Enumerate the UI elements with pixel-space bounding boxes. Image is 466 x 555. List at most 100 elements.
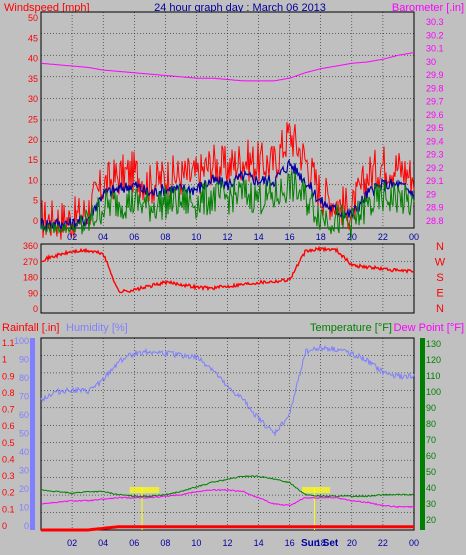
humidity-panel-series bbox=[40, 344, 415, 532]
axis-tick-label: 0.7 bbox=[2, 405, 15, 415]
sunset-label: Sun Set bbox=[301, 538, 339, 549]
axis-tick-label: 29.7 bbox=[426, 97, 444, 107]
wind-panel-grid bbox=[41, 12, 415, 228]
rainfall-axis-title: Rainfall [.in] bbox=[2, 322, 59, 334]
axis-tick-label: 60 bbox=[426, 451, 436, 461]
dewpoint-axis-title: Dew Point [°F] bbox=[394, 322, 464, 334]
axis-tick-label: 80 bbox=[19, 373, 29, 383]
axis-tick-label: 40 bbox=[19, 447, 29, 457]
hour-tick-label: 08 bbox=[160, 232, 170, 242]
axis-tick-label: 30 bbox=[19, 466, 29, 476]
wind-panel-hour-labels: 02 04 06 08 10 12 14 16 18 20 22 00 bbox=[67, 232, 419, 242]
axis-tick-label: 29.2 bbox=[426, 163, 444, 173]
direction-tick-labels: 360 270 180 90 0 bbox=[23, 241, 38, 314]
hour-tick-label: 08 bbox=[160, 538, 170, 548]
axis-tick-label: 0 bbox=[33, 216, 38, 226]
hour-tick-label: 16 bbox=[285, 232, 295, 242]
compass-label: W bbox=[435, 257, 446, 269]
axis-tick-label: 20 bbox=[426, 515, 436, 525]
sunrise-band bbox=[129, 486, 160, 493]
hour-tick-label: 22 bbox=[378, 538, 388, 548]
axis-tick-label: 15 bbox=[28, 155, 38, 165]
axis-tick-label: 130 bbox=[426, 339, 441, 349]
axis-tick-label: 20 bbox=[19, 484, 29, 494]
axis-tick-label: 0 bbox=[2, 521, 7, 531]
axis-tick-label: 29.6 bbox=[426, 110, 444, 120]
hour-tick-label: 18 bbox=[316, 232, 326, 242]
hour-tick-label: 20 bbox=[347, 538, 357, 548]
axis-tick-label: 10 bbox=[28, 175, 38, 185]
compass-label: N bbox=[436, 241, 444, 253]
axis-tick-label: 30 bbox=[426, 499, 436, 509]
axis-tick-label: 29.3 bbox=[426, 150, 444, 160]
axis-tick-label: 50 bbox=[426, 467, 436, 477]
axis-tick-label: 25 bbox=[28, 115, 38, 125]
humidity-panel-hour-labels: 02 04 06 08 10 12 14 16 18 20 22 00 bbox=[67, 538, 419, 548]
axis-tick-label: 29.4 bbox=[426, 136, 444, 146]
hour-tick-label: 14 bbox=[254, 232, 264, 242]
axis-tick-label: 0 bbox=[24, 521, 29, 531]
hour-tick-label: 10 bbox=[191, 232, 201, 242]
axis-tick-label: 0.5 bbox=[2, 438, 15, 448]
axis-tick-label: 70 bbox=[19, 392, 29, 402]
axis-tick-label: 0.3 bbox=[2, 471, 15, 481]
humidity-panel-grid bbox=[41, 338, 415, 530]
compass-label: N bbox=[436, 303, 444, 315]
hour-tick-label: 10 bbox=[191, 538, 201, 548]
series-rainfall bbox=[41, 525, 414, 532]
hour-tick-label: 06 bbox=[129, 232, 139, 242]
axis-tick-label: 110 bbox=[426, 371, 440, 381]
hour-tick-label: 04 bbox=[98, 538, 108, 548]
axis-tick-label: 10 bbox=[19, 503, 29, 513]
hour-tick-label: 00 bbox=[409, 232, 419, 242]
axis-tick-label: 100 bbox=[14, 336, 29, 346]
hour-tick-label: 16 bbox=[285, 538, 295, 548]
hour-tick-label: 06 bbox=[129, 538, 139, 548]
barometer-axis-title: Barometer [.in] bbox=[392, 2, 464, 14]
hour-tick-label: 12 bbox=[222, 538, 232, 548]
axis-tick-label: 0.6 bbox=[2, 421, 15, 431]
axis-tick-label: 0 bbox=[33, 304, 38, 314]
temperature-axis-bar bbox=[420, 338, 425, 530]
axis-tick-label: 29.9 bbox=[426, 70, 444, 80]
axis-tick-label: 1.1 bbox=[2, 338, 15, 348]
axis-tick-label: 1 bbox=[2, 355, 7, 365]
hour-tick-label: 00 bbox=[409, 538, 419, 548]
axis-tick-label: 30.2 bbox=[426, 30, 444, 40]
hour-tick-label: 12 bbox=[222, 232, 232, 242]
hour-tick-label: 04 bbox=[98, 232, 108, 242]
series-windspeed bbox=[40, 122, 415, 240]
hour-tick-label: 20 bbox=[347, 232, 357, 242]
direction-panel-series bbox=[40, 245, 415, 294]
axis-tick-label: 5 bbox=[33, 196, 38, 206]
axis-tick-label: 80 bbox=[426, 419, 436, 429]
axis-tick-label: 0.4 bbox=[2, 454, 15, 464]
temperature-axis-title: Temperature [°F] bbox=[310, 322, 392, 334]
axis-tick-label: 90 bbox=[19, 355, 29, 365]
sunset-band bbox=[302, 486, 331, 493]
axis-tick-label: 0.8 bbox=[2, 388, 15, 398]
direction-panel-grid bbox=[41, 244, 415, 313]
axis-tick-label: 30.3 bbox=[426, 17, 444, 27]
windspeed-axis-title: Windspeed [mph] bbox=[4, 2, 90, 14]
axis-tick-label: 28.8 bbox=[426, 216, 444, 226]
axis-tick-label: 30.1 bbox=[426, 44, 444, 54]
hour-tick-label: 18 bbox=[316, 538, 326, 548]
axis-tick-label: 45 bbox=[28, 33, 38, 43]
series-dewpoint bbox=[40, 488, 415, 509]
axis-tick-label: 270 bbox=[23, 257, 38, 267]
wind-panel-series bbox=[40, 52, 415, 241]
axis-tick-label: 180 bbox=[23, 273, 38, 283]
series-temperature bbox=[40, 475, 414, 498]
axis-tick-label: 100 bbox=[426, 387, 441, 397]
axis-tick-label: 40 bbox=[28, 54, 38, 64]
hour-tick-label: 02 bbox=[67, 538, 77, 548]
axis-tick-label: 50 bbox=[19, 429, 29, 439]
chart-title: 24 hour graph day : March 06 2013 bbox=[154, 2, 326, 14]
axis-tick-label: 29 bbox=[426, 189, 436, 199]
series-humidity bbox=[40, 344, 415, 437]
axis-tick-label: 30 bbox=[426, 57, 436, 67]
